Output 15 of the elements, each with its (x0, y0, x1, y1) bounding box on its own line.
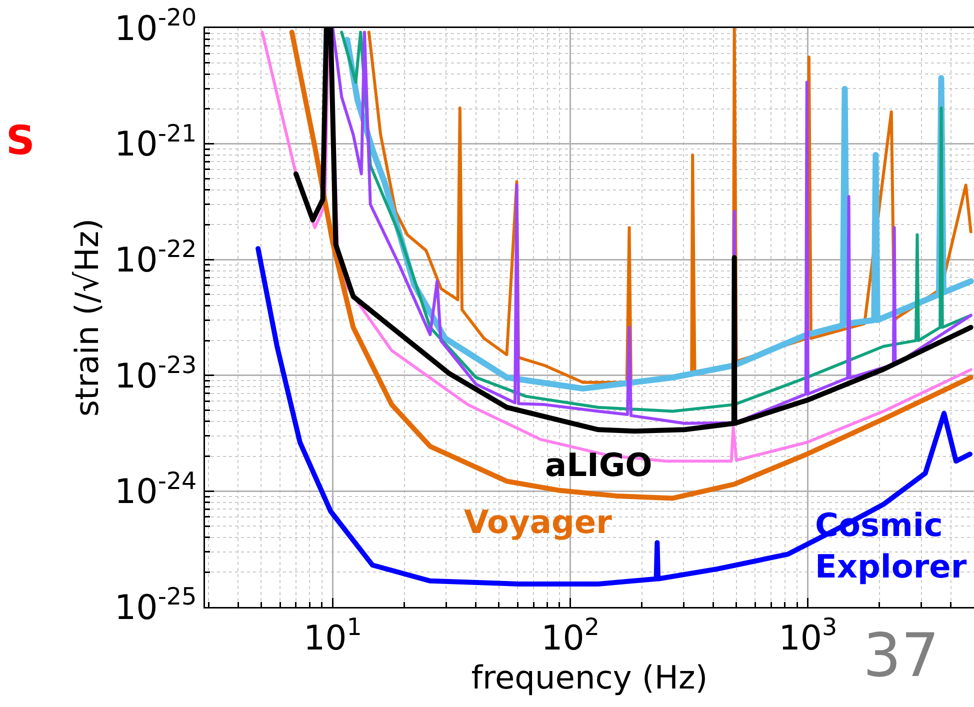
x-tick-label: 10$^{3}$ (778, 613, 838, 658)
series-label: Voyager (464, 503, 612, 541)
text: 37 (863, 621, 940, 691)
y-tick-label: 10$^{-21}$ (114, 119, 197, 165)
series-label: aLIGO (545, 446, 652, 484)
y-tick-label: 10$^{-22}$ (114, 235, 197, 280)
y-tick-label: 10$^{-23}$ (114, 351, 197, 396)
x-tick-label: 10$^{2}$ (541, 613, 600, 658)
y-axis-title: strain (/√Hz) (68, 218, 106, 417)
text: S (6, 118, 35, 164)
y-tick-label: 10$^{-20}$ (114, 4, 197, 49)
x-tick-label: 10$^{1}$ (304, 613, 362, 658)
y-tick-label: 10$^{-24}$ (114, 466, 197, 512)
y-tick-label: 10$^{-25}$ (114, 582, 197, 628)
x-axis-title: frequency (Hz) (471, 658, 708, 696)
